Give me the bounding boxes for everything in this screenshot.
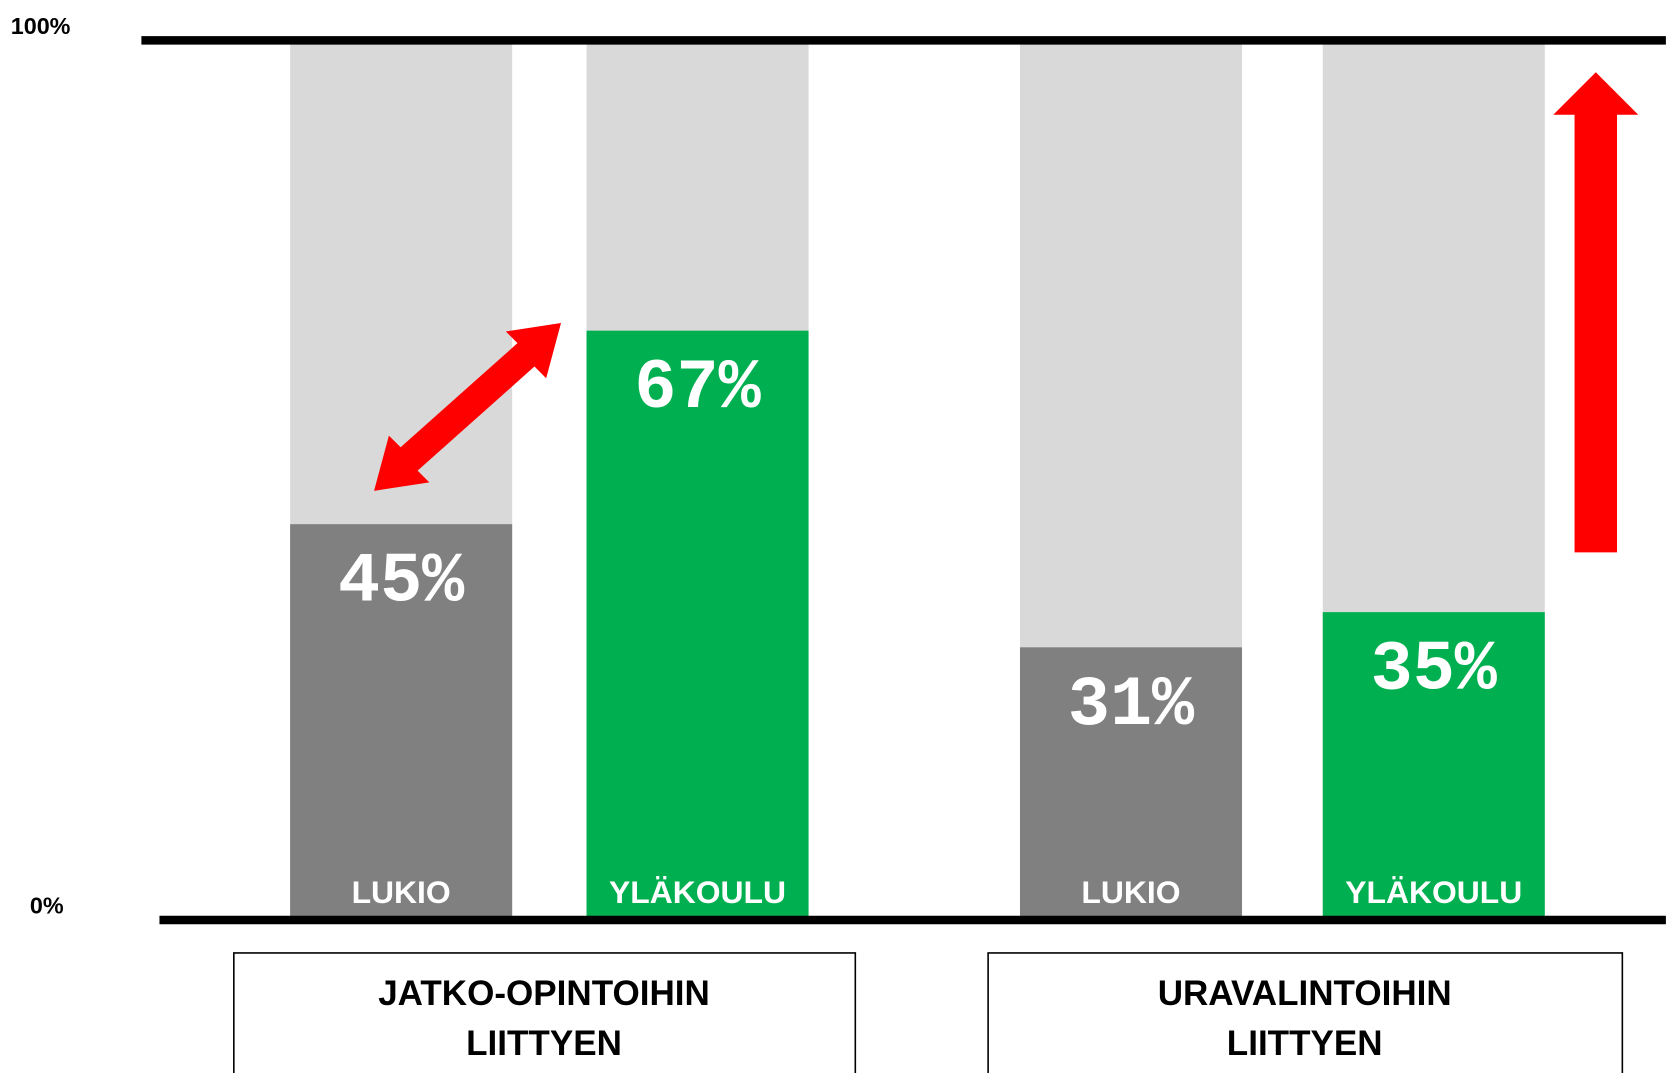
category-label: YLÄKOULU bbox=[1345, 874, 1522, 910]
up-arrow bbox=[1553, 72, 1639, 553]
bar bbox=[586, 330, 809, 921]
y-tick-label: 100% bbox=[11, 13, 71, 39]
value-label: 67% bbox=[634, 350, 761, 429]
value-label: 31% bbox=[1068, 667, 1195, 746]
group-label: LIITTYEN bbox=[466, 1024, 622, 1063]
bars: 45% LUKIO 67% YLÄKOULU 31% LUKIO 35% YLÄKOULU bbox=[290, 40, 1545, 921]
value-label: 45% bbox=[338, 544, 465, 623]
category-label: LUKIO bbox=[1081, 874, 1180, 910]
bar bbox=[1322, 612, 1545, 921]
category-label: YLÄKOULU bbox=[609, 874, 786, 910]
group-label: URAVALINTOIHIN bbox=[1158, 974, 1452, 1013]
group-box bbox=[987, 952, 1624, 1073]
value-label: 35% bbox=[1371, 632, 1498, 711]
group-box bbox=[233, 952, 857, 1073]
double-arrow bbox=[374, 322, 562, 491]
category-label: LUKIO bbox=[352, 874, 451, 910]
group-label: JATKO-OPINTOIHIN bbox=[378, 974, 710, 1013]
group-label: LIITTYEN bbox=[1227, 1024, 1383, 1063]
bar bbox=[290, 524, 513, 921]
bar bbox=[1019, 647, 1243, 921]
y-tick-label: 0% bbox=[30, 893, 64, 919]
